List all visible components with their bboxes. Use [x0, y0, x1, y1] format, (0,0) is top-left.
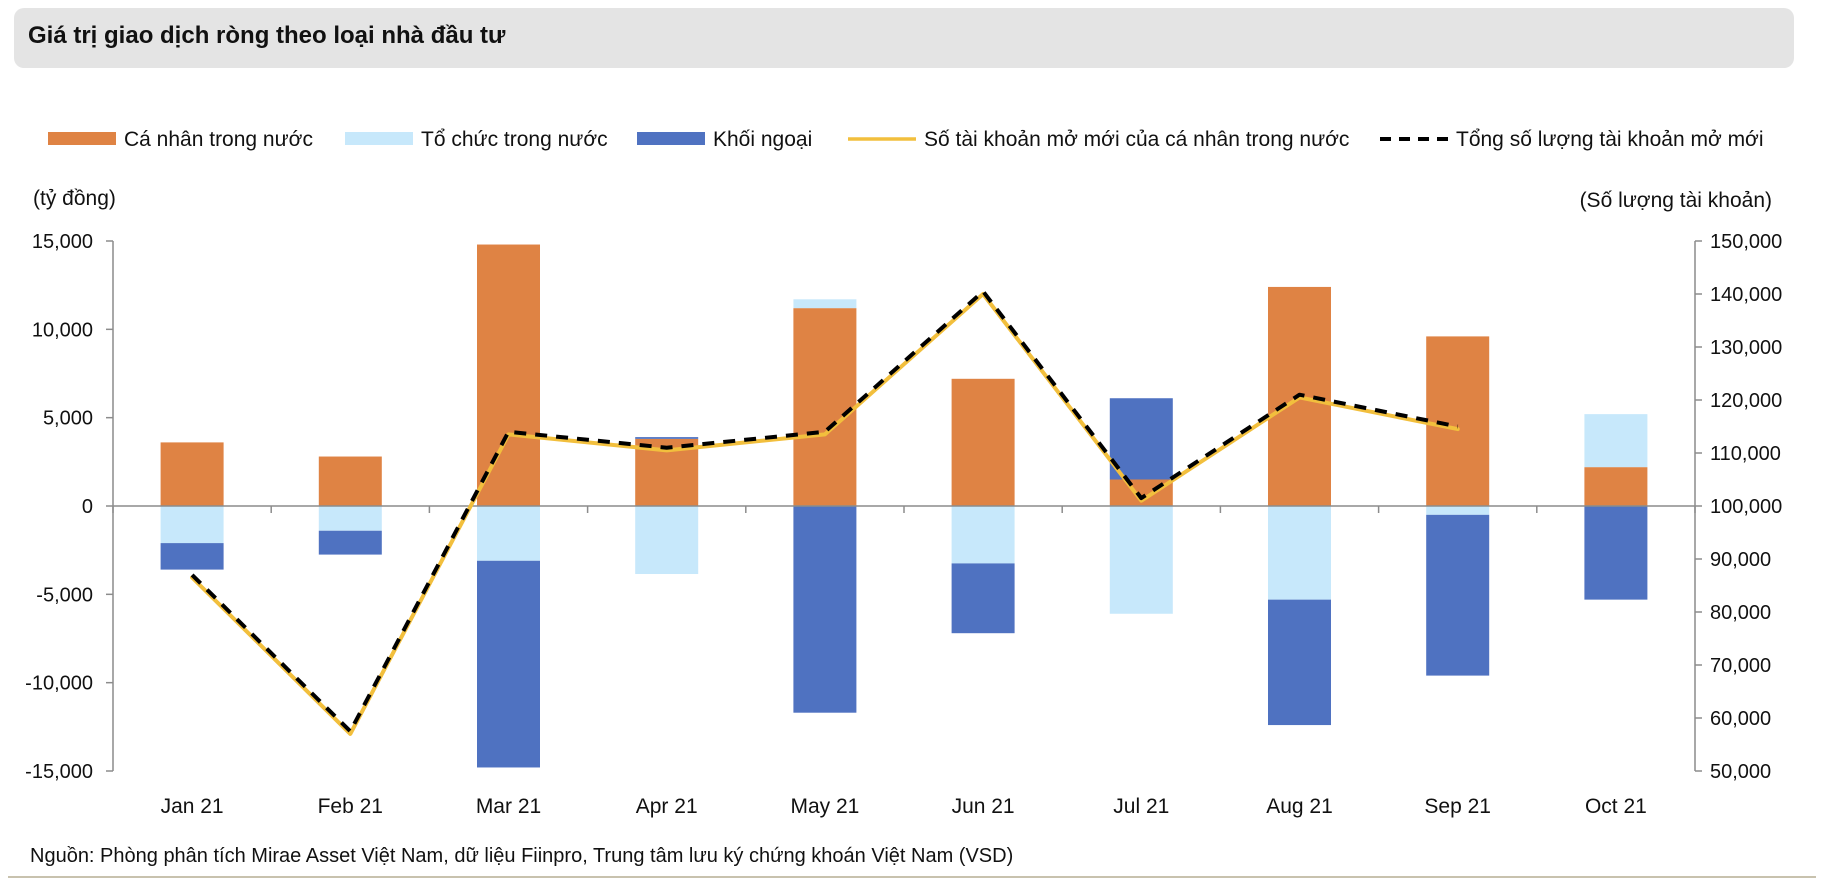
bar-institution [951, 506, 1015, 564]
legend-individual-label: Cá nhân trong nước [124, 128, 313, 151]
bar-institution [1584, 414, 1648, 468]
y-tick-left-label: 15,000 [32, 231, 93, 253]
y-tick-right-label: 60,000 [1710, 708, 1771, 730]
legend-new-accounts-individual-label: Số tài khoản mở mới của cá nhân trong nư… [924, 128, 1349, 151]
y-tick-right-label: 120,000 [1710, 390, 1782, 412]
y-tick-right-label: 70,000 [1710, 655, 1771, 677]
legend-institution-label: Tổ chức trong nước [421, 128, 608, 151]
legend-individual-swatch [48, 132, 116, 145]
y-tick-left-label: -5,000 [36, 584, 93, 606]
y-tick-left-label: 10,000 [32, 319, 93, 341]
x-tick-label: Apr 21 [636, 795, 698, 818]
legend-foreign-label: Khối ngoại [713, 128, 812, 151]
x-tick-label: Feb 21 [318, 795, 383, 818]
y-axis-right-label: (Số lượng tài khoản) [1580, 189, 1772, 212]
y-axis-left-label: (tỷ đồng) [33, 187, 116, 210]
y-tick-right-label: 110,000 [1710, 443, 1781, 465]
x-tick-label: Jan 21 [161, 795, 224, 818]
y-tick-right-label: 100,000 [1710, 496, 1782, 518]
bar-foreign [318, 530, 382, 555]
bar-individual [160, 442, 224, 506]
bar-foreign [160, 543, 224, 570]
x-tick-label: Jun 21 [952, 795, 1015, 818]
bar-institution [793, 299, 857, 309]
x-tick-label: May 21 [790, 795, 859, 818]
bar-individual [951, 378, 1015, 506]
legend-foreign-swatch [637, 132, 705, 145]
bar-foreign [477, 560, 540, 768]
y-tick-right-label: 50,000 [1710, 761, 1771, 783]
x-tick-label: Aug 21 [1266, 795, 1333, 818]
bar-foreign [1268, 599, 1331, 726]
bar-institution [1109, 506, 1173, 614]
divider [8, 876, 1816, 878]
y-tick-right-label: 80,000 [1710, 602, 1771, 624]
legend-institution-swatch [345, 132, 413, 145]
bar-foreign [1109, 398, 1173, 480]
bar-foreign [635, 437, 699, 439]
source-note: Nguồn: Phòng phân tích Mirae Asset Việt … [30, 845, 1014, 867]
bar-institution [318, 506, 382, 531]
legend-total-new-accounts-label: Tổng số lượng tài khoản mở mới [1456, 128, 1764, 151]
x-tick-label: Mar 21 [476, 795, 541, 818]
bar-individual [477, 244, 540, 507]
bar-foreign [793, 506, 857, 713]
line-total-new-accounts [190, 289, 1459, 734]
bar-institution [1268, 506, 1331, 600]
bar-individual [793, 308, 857, 506]
y-tick-right-label: 150,000 [1710, 231, 1782, 253]
bar-foreign [951, 563, 1015, 634]
bar-foreign [1584, 506, 1648, 600]
bar-individual [1584, 467, 1648, 506]
y-tick-left-label: 0 [82, 496, 93, 518]
bar-institution [477, 506, 540, 561]
y-tick-right-label: 140,000 [1710, 284, 1782, 306]
bar-institution [160, 506, 224, 544]
y-tick-left-label: 5,000 [43, 408, 93, 430]
bar-individual [318, 456, 382, 506]
y-tick-right-label: 90,000 [1710, 549, 1771, 571]
chart-title: Giá trị giao dịch ròng theo loại nhà đầu… [28, 22, 506, 49]
x-tick-label: Jul 21 [1113, 795, 1169, 818]
bar-foreign [1426, 514, 1490, 676]
x-tick-label: Oct 21 [1585, 795, 1647, 818]
line-new-accounts-individual [190, 292, 1460, 736]
header-bar [14, 8, 1794, 68]
bar-institution [1426, 506, 1490, 515]
y-tick-left-label: -15,000 [25, 761, 93, 783]
x-tick-label: Sep 21 [1424, 795, 1491, 818]
bar-individual [1426, 336, 1490, 506]
bar-institution [635, 506, 699, 575]
y-tick-right-label: 130,000 [1710, 337, 1782, 359]
y-tick-left-label: -10,000 [25, 673, 93, 695]
